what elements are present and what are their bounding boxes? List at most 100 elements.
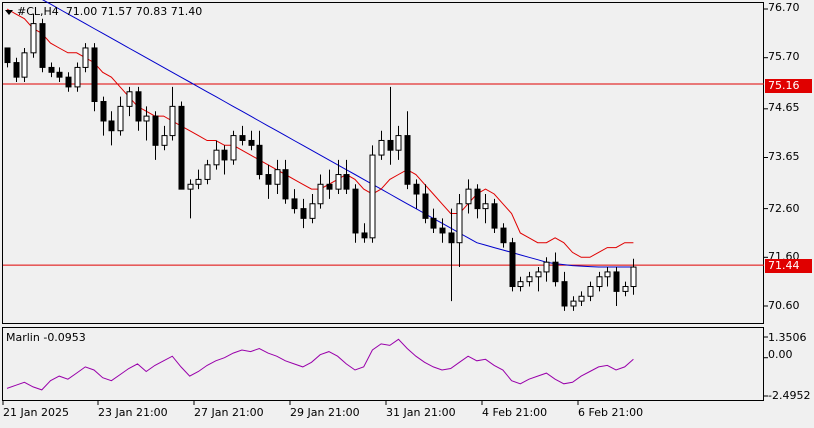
candle-body [578, 295, 585, 302]
candle-body [274, 169, 281, 185]
candle-body [204, 164, 211, 180]
candle-body [413, 183, 420, 195]
candle-body [152, 115, 159, 146]
candle-body [430, 217, 437, 229]
time-axis-label: 21 Jan 2025 [3, 406, 69, 419]
indicator-name: Marlin [6, 331, 40, 344]
candle-body [161, 135, 168, 146]
timeframe-label: H4 [43, 5, 59, 18]
candle-body [439, 227, 446, 234]
candle-body [169, 105, 176, 137]
candle-body [291, 198, 298, 210]
candle-body [239, 135, 246, 141]
candle-body [21, 52, 28, 78]
price-label: 72.60 [768, 202, 800, 215]
candle-body [13, 62, 20, 78]
candle-body [491, 203, 498, 229]
candle-body [387, 139, 394, 151]
candle-body [256, 144, 263, 176]
candle-body [126, 91, 133, 107]
candle-body [465, 188, 472, 205]
candle-body [221, 149, 228, 161]
indicator-line [6, 338, 634, 391]
chart-title: #CL,H4 71.00 71.57 70.83 71.40 [5, 5, 202, 18]
candle-body [56, 71, 63, 78]
candle-body [4, 47, 11, 64]
moving-average-fast-line [6, 8, 634, 258]
candle-body [248, 139, 255, 146]
price-label: 75.70 [768, 50, 800, 63]
candle-body [604, 271, 611, 278]
candle-body [300, 208, 307, 219]
candle-body [422, 193, 429, 219]
candle-body [335, 174, 342, 190]
candle-body [517, 281, 524, 288]
horizontal-line-tag[interactable]: 71.44 [765, 259, 812, 273]
candle-body [282, 169, 289, 200]
candle-body [622, 286, 629, 292]
candle-body [309, 203, 316, 219]
indicator-pane[interactable] [2, 327, 764, 401]
candle-body [482, 203, 489, 210]
price-label: 76.70 [768, 1, 800, 14]
candle-body [230, 135, 237, 161]
indicator-scale-label: -2.4952 [768, 389, 811, 402]
candle-body [195, 178, 202, 185]
candle-body [187, 183, 194, 190]
candle-body [509, 242, 516, 288]
time-axis-label: 23 Jan 21:00 [98, 406, 168, 419]
candle-body [587, 286, 594, 297]
candle-body [369, 154, 376, 239]
candle-body [352, 188, 359, 234]
candle-body [213, 149, 220, 166]
price-label: 74.65 [768, 101, 800, 114]
price-label: 73.65 [768, 150, 800, 163]
candle-body [474, 188, 481, 210]
candle-body [378, 139, 385, 156]
price-label: 70.60 [768, 299, 800, 312]
candle-body [143, 115, 150, 122]
time-axis-label: 27 Jan 21:00 [194, 406, 264, 419]
candle-body [65, 76, 72, 88]
price-chart-pane[interactable] [2, 2, 764, 324]
indicator-scale-label: 1.3506 [768, 331, 807, 344]
candle-body [91, 47, 98, 103]
horizontal-line-tag[interactable]: 75.16 [765, 79, 812, 93]
candle-body [108, 120, 115, 132]
indicator-title: Marlin -0.0953 [6, 331, 86, 344]
candle-body [343, 174, 350, 190]
candle-body [535, 271, 542, 278]
candle-body [135, 91, 142, 122]
candle-body [543, 261, 550, 273]
time-axis-label: 4 Feb 21:00 [482, 406, 548, 419]
candle-body [100, 101, 107, 122]
candle-body [30, 23, 37, 54]
candle-body [74, 66, 81, 88]
time-axis-label: 6 Feb 21:00 [578, 406, 644, 419]
moving-average-slow-line [42, 0, 634, 268]
candle-body [361, 232, 368, 239]
candle-body [395, 135, 402, 151]
candle-body [613, 271, 620, 292]
candle-body [456, 203, 463, 244]
candle-body [500, 227, 507, 244]
candle-body [526, 276, 533, 283]
symbol-label: #CL [17, 5, 41, 18]
indicator-scale-label: 0.00 [768, 348, 793, 361]
dropdown-arrow-icon[interactable] [5, 9, 13, 15]
candle-body [117, 105, 124, 132]
ohlc-values: 71.00 71.57 70.83 71.40 [65, 5, 203, 18]
candle-body [448, 232, 455, 244]
candle-body [404, 135, 411, 185]
candle-body [630, 266, 637, 288]
candle-body [39, 23, 46, 68]
candle-body [265, 174, 272, 185]
candle-body [48, 66, 55, 73]
time-axis-label: 31 Jan 21:00 [386, 406, 456, 419]
candle-body [552, 261, 559, 283]
candle-body [178, 105, 185, 190]
candle-body [317, 183, 324, 205]
candle-body [561, 281, 568, 307]
candle-body [596, 276, 603, 288]
